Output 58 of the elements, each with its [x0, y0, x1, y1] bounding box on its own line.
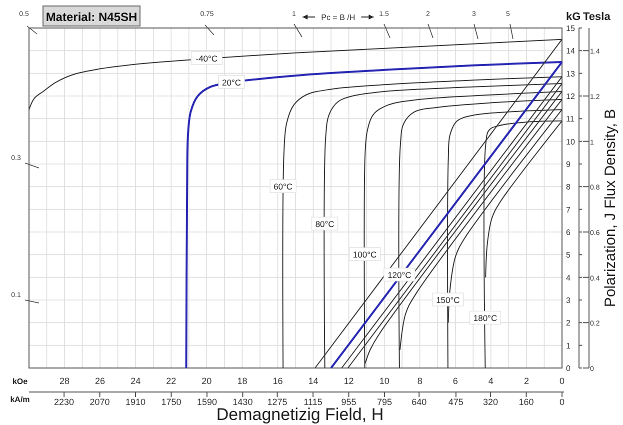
x-tick-label: 12 — [344, 376, 354, 386]
text: kOe — [12, 377, 28, 386]
x-tick-label: 28 — [60, 376, 70, 386]
x2-tick-label: 640 — [412, 397, 427, 407]
y2-axis-title: Polarization, J Flux Density, B — [602, 108, 619, 308]
annotation: 150°C — [436, 295, 460, 305]
text: kG — [566, 11, 581, 23]
x-tick-label: 24 — [130, 376, 141, 386]
y-tick-label: 12 — [566, 92, 576, 101]
x-tick-label: 26 — [95, 376, 106, 386]
annotation: 60°C — [274, 182, 293, 192]
x2-tick-label: 1430 — [232, 397, 253, 407]
y-tick-label: 13 — [566, 69, 576, 78]
x2-tick-label: 1115 — [304, 397, 322, 407]
y-tick-label: 5 — [566, 250, 571, 260]
x2-tick-label: 2070 — [90, 397, 110, 407]
text: Tesla — [583, 11, 612, 23]
x2-tick-label: 1910 — [125, 397, 146, 407]
y-tick-label: 3 — [566, 296, 571, 305]
x2-tick-label: 955 — [341, 397, 356, 407]
y-tick-label: 15 — [566, 24, 576, 33]
text: Pc = B /H — [321, 13, 356, 22]
y-tick-label: 4 — [566, 273, 571, 282]
y-tick-label: 0 — [566, 364, 571, 373]
x2-tick-label: 1750 — [161, 397, 182, 407]
y-tick-label: 6 — [566, 228, 571, 237]
annotation: 120°C — [388, 270, 412, 280]
x-tick-label: 8 — [417, 376, 422, 386]
annotation: 100°C — [352, 250, 377, 260]
y-tick-label: 2 — [566, 318, 571, 328]
x2-tick-label: 1590 — [196, 397, 217, 407]
x2-tick-label: 320 — [483, 397, 498, 407]
x-tick-label: 16 — [272, 376, 283, 386]
chart-title: Material: N45SH — [46, 10, 138, 24]
y-tick-label: 14 — [566, 46, 576, 56]
y-tick-label: 7 — [566, 205, 571, 214]
x-tick-label: 14 — [308, 376, 318, 386]
x2-tick-label: 475 — [448, 397, 464, 407]
y-tick-label: 9 — [566, 160, 571, 169]
x-tick-label: 6 — [452, 376, 458, 386]
x2-tick-label: 2230 — [54, 397, 74, 407]
x-tick-label: 22 — [166, 376, 176, 386]
x-axis-title: Demagnetizig Field, H — [216, 405, 384, 424]
x2-tick-label: 1275 — [267, 397, 288, 407]
x-tick-label: 4 — [488, 376, 494, 386]
annotation: 80°C — [315, 219, 334, 230]
y-tick-label: 10 — [566, 137, 576, 146]
y-tick-label: 8 — [566, 182, 571, 192]
annotation: 180°C — [473, 313, 498, 324]
x-tick-label: 2 — [524, 376, 529, 386]
x-tick-label: 20 — [202, 376, 212, 386]
x2-tick-label: 160 — [518, 397, 534, 407]
x-tick-label: 18 — [237, 376, 248, 386]
y-tick-label: 11 — [566, 114, 575, 124]
text: kA/m — [10, 395, 30, 404]
x-tick-label: 10 — [379, 376, 390, 386]
x2-tick-label: 795 — [376, 397, 392, 407]
y-tick-label: 1 — [566, 341, 571, 350]
